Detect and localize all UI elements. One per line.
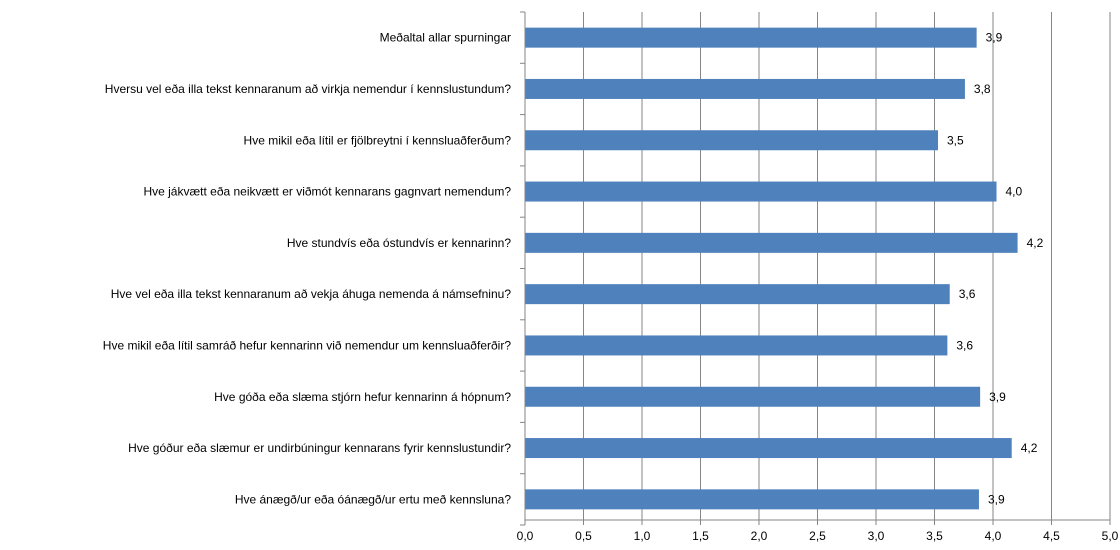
value-label: 4,2: [1027, 236, 1044, 250]
category-label: Meðaltal allar spurningar: [380, 31, 511, 45]
x-tick-label: 4,0: [985, 529, 1002, 543]
value-labels: 3,9 3,8 3,5 4,0 4,2 3,6 3,6 3,9 4,2 3,9: [947, 31, 1044, 507]
bars: [525, 27, 1018, 510]
category-label: Hve mikil eða lítil samráð hefur kennari…: [103, 338, 512, 352]
category-label: Hve jákvætt eða neikvætt er viðmót kenna…: [143, 185, 511, 199]
category-label: Hve ánægð/ur eða óánægð/ur ertu með kenn…: [235, 492, 512, 506]
value-label: 3,5: [947, 133, 964, 147]
value-label: 3,9: [989, 390, 1006, 404]
x-tick-label: 0,0: [517, 529, 534, 543]
x-tick-label: 1,5: [692, 529, 709, 543]
x-tick-label: 1,0: [634, 529, 651, 543]
value-label: 4,0: [1006, 185, 1023, 199]
bar: [525, 438, 1012, 459]
axes: [520, 11, 1111, 526]
x-tick-label: 0,5: [575, 529, 592, 543]
category-label: Hve góður eða slæmur er undirbúningur ke…: [128, 441, 511, 455]
value-label: 3,6: [959, 287, 976, 301]
bar: [525, 489, 979, 510]
x-tick-label: 2,0: [751, 529, 768, 543]
value-label: 3,9: [988, 492, 1005, 506]
x-tick-label: 3,5: [926, 529, 943, 543]
bar: [525, 335, 948, 356]
category-labels: Meðaltal allar spurningar Hversu vel eða …: [103, 31, 512, 507]
x-tick-labels: 0,0 0,5 1,0 1,5 2,0 2,5 3,0 3,5 4,0 4,5 5,0: [517, 529, 1119, 543]
category-label: Hve stundvís eða óstundvís er kennarinn?: [287, 236, 511, 250]
value-label: 4,2: [1021, 441, 1038, 455]
bar: [525, 232, 1018, 253]
category-label: Hversu vel eða illa tekst kennaranum að …: [105, 82, 512, 96]
x-tick-label: 3,0: [868, 529, 885, 543]
category-label: Hve góða eða slæma stjórn hefur kennarin…: [214, 390, 511, 404]
x-tick-label: 5,0: [1102, 529, 1119, 543]
value-label: 3,8: [974, 82, 991, 96]
bar: [525, 284, 950, 305]
x-tick-label: 4,5: [1043, 529, 1060, 543]
category-label: Hve vel eða illa tekst kennaranum að vek…: [111, 287, 512, 301]
value-label: 3,9: [986, 31, 1003, 45]
bar: [525, 386, 981, 407]
bar: [525, 78, 965, 99]
bar: [525, 130, 939, 151]
value-label: 3,6: [956, 338, 973, 352]
x-tick-label: 2,5: [809, 529, 826, 543]
category-label: Hve mikil eða lítil er fjölbreytni í ken…: [244, 133, 512, 147]
bar: [525, 181, 997, 202]
bar: [525, 27, 977, 48]
